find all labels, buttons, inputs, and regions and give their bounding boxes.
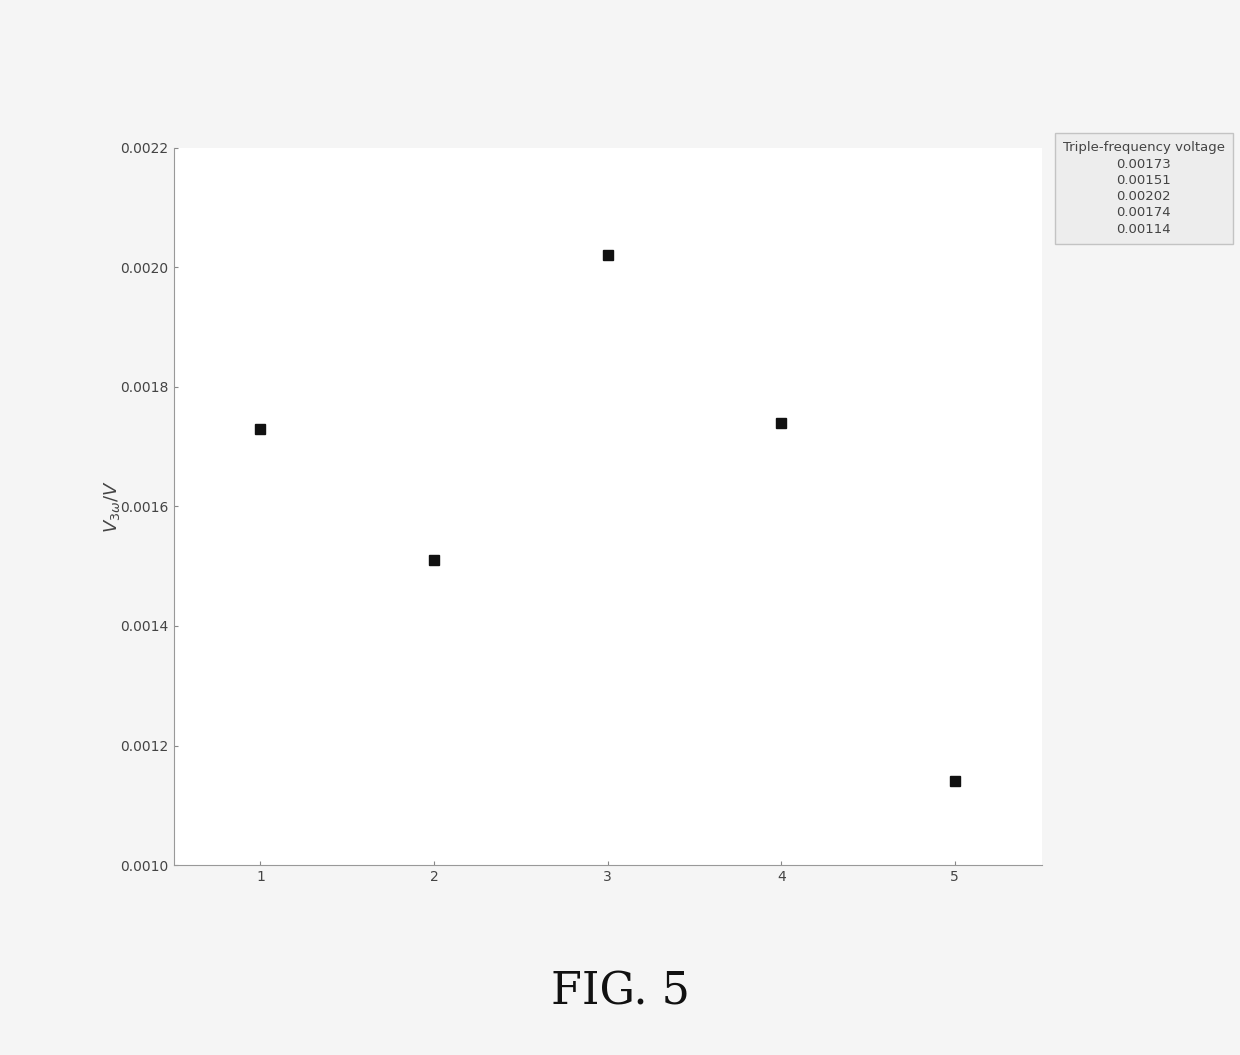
Legend: 0.00173, 0.00151, 0.00202, 0.00174, 0.00114: 0.00173, 0.00151, 0.00202, 0.00174, 0.00… — [1055, 133, 1233, 244]
Y-axis label: $V_{3\omega}/V$: $V_{3\omega}/V$ — [102, 480, 122, 533]
Text: FIG. 5: FIG. 5 — [551, 971, 689, 1013]
